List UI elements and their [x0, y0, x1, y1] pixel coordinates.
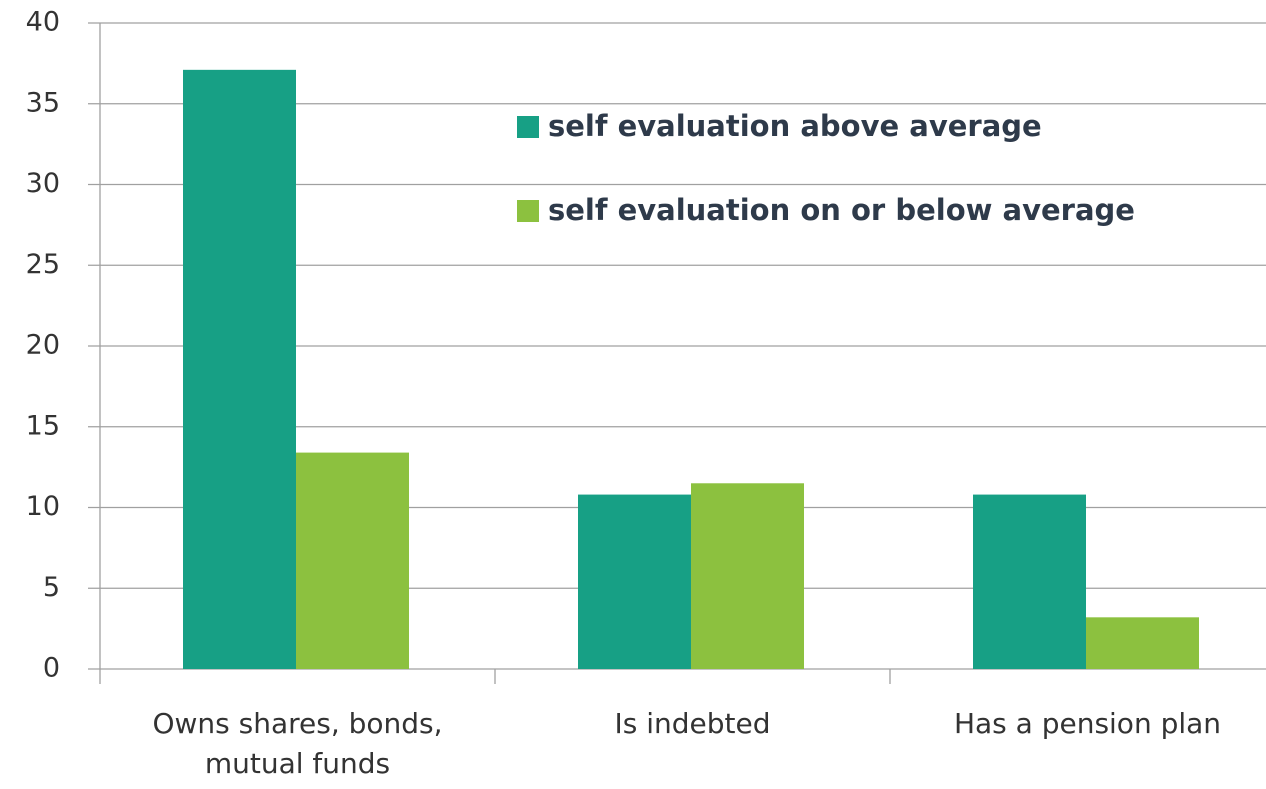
- y-tick-label: 0: [43, 653, 60, 684]
- y-tick-label: 35: [26, 87, 60, 118]
- bar: [1086, 617, 1199, 669]
- y-tick-label: 5: [43, 572, 60, 603]
- y-tick-label: 15: [26, 410, 60, 441]
- y-tick-label: 10: [26, 491, 60, 522]
- bar: [691, 483, 804, 669]
- legend-label: self evaluation above average: [548, 109, 1042, 143]
- bar: [296, 452, 409, 669]
- x-tick-label: Is indebted: [614, 707, 771, 740]
- legend-swatch: [517, 200, 539, 222]
- bar: [183, 69, 296, 669]
- bar: [973, 494, 1086, 669]
- bar: [578, 494, 691, 669]
- y-tick-label: 20: [26, 330, 60, 361]
- x-tick-label: Has a pension plan: [953, 707, 1222, 740]
- y-tick-label: 40: [26, 7, 60, 38]
- legend-label: self evaluation on or below average: [548, 193, 1135, 227]
- x-tick-label: Owns shares, bonds, mutual funds: [152, 707, 443, 780]
- y-tick-label: 25: [26, 249, 60, 280]
- y-tick-label: 30: [26, 168, 60, 199]
- legend-swatch: [517, 116, 539, 138]
